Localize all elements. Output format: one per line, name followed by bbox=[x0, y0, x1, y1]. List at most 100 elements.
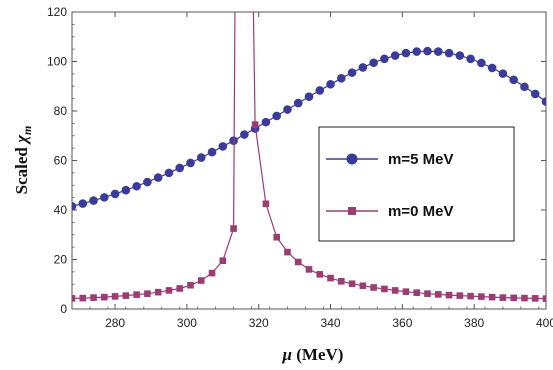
data-point bbox=[304, 92, 314, 101]
legend-box bbox=[318, 126, 515, 242]
data-point bbox=[165, 287, 173, 294]
data-point bbox=[402, 288, 410, 295]
y-axis-subscript: m bbox=[20, 126, 34, 135]
x-tick-label: 400 bbox=[536, 316, 553, 330]
x-axis-unit: (MeV) bbox=[292, 345, 343, 364]
data-point bbox=[122, 292, 130, 299]
data-point bbox=[521, 294, 528, 302]
data-point bbox=[100, 193, 109, 202]
data-point bbox=[187, 281, 194, 289]
data-point bbox=[219, 257, 227, 265]
data-point bbox=[530, 89, 540, 99]
data-point bbox=[218, 142, 228, 151]
x-tick-label: 360 bbox=[392, 316, 412, 330]
axis-ticks: 280 300 320 340 360 380 400 0 20 40 60 80 100 120 bbox=[47, 5, 553, 330]
data-point bbox=[197, 277, 205, 284]
legend: m=5 MeV m=0 MeV bbox=[318, 126, 515, 242]
series-0 bbox=[72, 46, 546, 211]
legend-marker-m0 bbox=[348, 207, 356, 215]
data-point bbox=[520, 82, 529, 92]
data-point bbox=[487, 63, 497, 73]
y-tick-label: 120 bbox=[47, 5, 67, 19]
data-point bbox=[196, 153, 206, 162]
data-point bbox=[327, 274, 334, 282]
legend-marker-m5 bbox=[346, 153, 358, 165]
data-point bbox=[262, 200, 270, 208]
data-point bbox=[144, 290, 151, 297]
data-point bbox=[240, 130, 249, 139]
data-point bbox=[433, 47, 443, 56]
data-point bbox=[153, 173, 163, 182]
data-point bbox=[423, 46, 432, 56]
x-tick-label: 300 bbox=[177, 316, 197, 330]
data-point bbox=[488, 293, 496, 301]
data-point bbox=[273, 233, 280, 241]
data-point bbox=[467, 292, 474, 300]
data-point bbox=[89, 196, 98, 205]
data-point bbox=[72, 201, 77, 211]
data-point bbox=[316, 271, 324, 278]
data-point bbox=[338, 277, 345, 285]
data-point bbox=[208, 269, 216, 277]
x-axis-symbol: μ bbox=[282, 345, 292, 364]
series-layer bbox=[72, 12, 546, 302]
data-point bbox=[390, 51, 400, 60]
data-point bbox=[348, 280, 356, 288]
data-point bbox=[293, 98, 303, 108]
data-point bbox=[133, 291, 140, 298]
data-point bbox=[186, 158, 195, 168]
x-axis-label: μ (MeV) bbox=[282, 345, 344, 364]
series-line-1 bbox=[72, 12, 546, 300]
data-point bbox=[499, 294, 507, 301]
data-point bbox=[359, 282, 367, 290]
y-tick-label: 60 bbox=[54, 154, 68, 168]
data-point bbox=[110, 189, 120, 199]
data-point bbox=[381, 285, 388, 293]
data-point bbox=[498, 69, 508, 78]
data-point bbox=[541, 97, 546, 106]
data-point bbox=[509, 75, 518, 85]
x-tick-label: 280 bbox=[105, 316, 125, 330]
data-point bbox=[369, 58, 378, 68]
data-point bbox=[337, 74, 346, 83]
data-point bbox=[434, 291, 442, 298]
data-point bbox=[326, 79, 335, 89]
data-point bbox=[401, 48, 411, 58]
data-point bbox=[478, 293, 485, 300]
data-point bbox=[358, 63, 368, 72]
y-tick-label: 20 bbox=[54, 253, 68, 267]
data-point bbox=[391, 287, 399, 294]
y-tick-label: 80 bbox=[54, 104, 68, 118]
data-point bbox=[90, 294, 97, 301]
data-point bbox=[347, 68, 357, 77]
data-point bbox=[283, 105, 292, 114]
data-point bbox=[111, 293, 119, 300]
data-point bbox=[466, 54, 475, 64]
data-point bbox=[121, 185, 131, 195]
data-point bbox=[132, 181, 141, 191]
data-point bbox=[164, 168, 174, 178]
x-tick-label: 340 bbox=[321, 316, 341, 330]
data-point bbox=[230, 225, 237, 232]
legend-label-m5: m=5 MeV bbox=[388, 151, 453, 168]
data-point bbox=[305, 266, 313, 273]
y-tick-label: 100 bbox=[47, 55, 67, 69]
data-point bbox=[294, 258, 302, 266]
data-point bbox=[176, 285, 184, 292]
data-point bbox=[284, 248, 291, 256]
x-tick-label: 380 bbox=[464, 316, 484, 330]
data-point bbox=[444, 48, 454, 58]
data-point bbox=[175, 163, 185, 173]
x-tick-label: 320 bbox=[249, 316, 269, 330]
y-axis-prefix: Scaled bbox=[12, 143, 31, 194]
data-point bbox=[456, 292, 464, 299]
data-point bbox=[261, 117, 271, 127]
data-point bbox=[380, 54, 389, 64]
y-axis-symbol: χ bbox=[12, 134, 31, 145]
data-point bbox=[370, 284, 377, 291]
data-point bbox=[542, 295, 546, 302]
data-point bbox=[79, 294, 87, 302]
data-point bbox=[78, 199, 88, 208]
data-point bbox=[477, 58, 486, 68]
